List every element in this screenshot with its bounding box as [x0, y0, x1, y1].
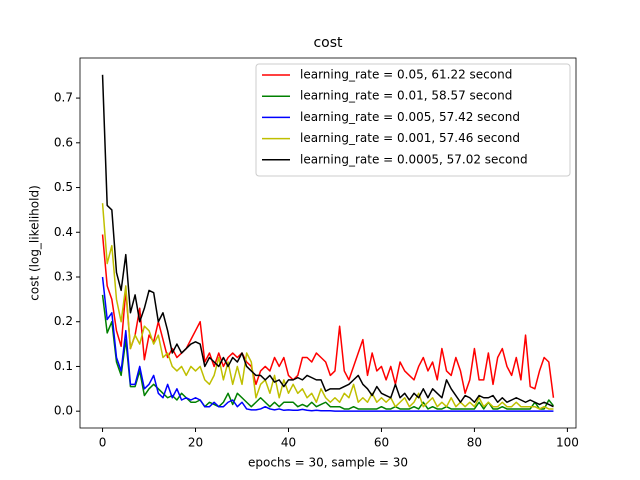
y-tick-label: 0.3 — [54, 269, 73, 283]
plot-frame — [79, 57, 577, 429]
line — [101, 294, 555, 410]
y-tick-label: 0.1 — [54, 359, 73, 373]
x-tick-label: 20 — [188, 436, 203, 450]
x-tick-label: 40 — [281, 436, 296, 450]
x-tick-label: 80 — [467, 436, 482, 450]
y-tick-label: 0.2 — [54, 314, 73, 328]
y-tick-label: 0.0 — [54, 404, 73, 418]
legend-label: learning_rate = 0.05, 61.22 second — [300, 68, 512, 82]
legend-label: learning_rate = 0.0005, 57.02 second — [300, 152, 528, 166]
chart-title: cost — [313, 35, 343, 51]
line — [101, 234, 555, 398]
legend-label: learning_rate = 0.001, 57.46 second — [300, 131, 520, 145]
line — [101, 276, 554, 412]
x-tick-label: 60 — [374, 436, 389, 450]
legend-label: learning_rate = 0.01, 58.57 second — [300, 89, 512, 103]
y-tick-label: 0.5 — [54, 180, 73, 194]
line — [101, 74, 554, 408]
legend-label: learning_rate = 0.005, 57.42 second — [300, 110, 520, 124]
y-axis-label: cost (log_likelihold) — [28, 185, 42, 301]
y-tick-label: 0.4 — [54, 225, 73, 239]
x-tick-label: 100 — [556, 436, 579, 450]
line — [101, 203, 554, 410]
x-axis-label: epochs = 30, sample = 30 — [248, 456, 408, 470]
y-tick-label: 0.6 — [54, 135, 73, 149]
y-tick-label: 0.7 — [54, 91, 73, 105]
x-tick-label: 0 — [99, 436, 107, 450]
legend-box — [255, 63, 571, 177]
